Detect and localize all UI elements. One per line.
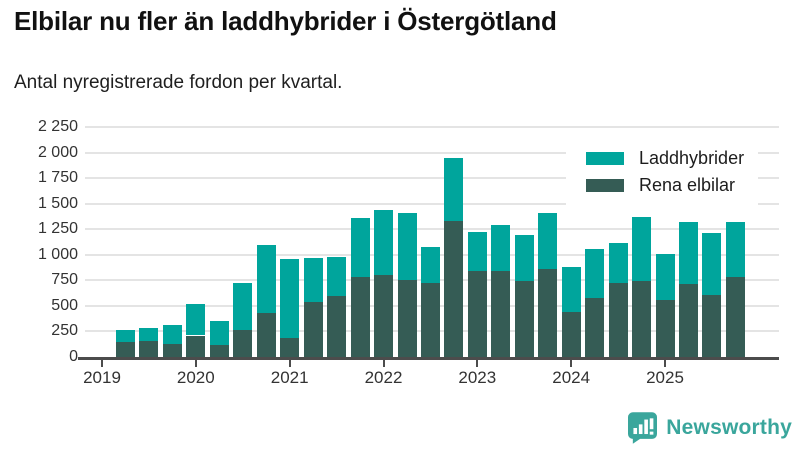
y-axis-tick-label: 1 000	[37, 245, 78, 263]
bar-segment-rena-elbilar	[280, 337, 300, 357]
bar-segment-rena-elbilar	[397, 279, 417, 357]
legend-item-rena-elbilar: Rena elbilar	[586, 172, 744, 199]
x-axis-tick-label: 2020	[176, 368, 215, 387]
bar-segment-rena-elbilar	[139, 340, 159, 357]
bar-segment-laddhybrider	[585, 249, 605, 298]
y-axis-tick-label: 1 250	[37, 220, 78, 238]
bar-segment-laddhybrider	[209, 320, 229, 345]
bar-segment-rena-elbilar	[491, 270, 511, 357]
x-axis-tick	[288, 359, 291, 367]
bar-segment-laddhybrider	[186, 303, 206, 336]
y-axis-tick-label: 500	[51, 296, 78, 314]
bar-segment-laddhybrider	[233, 283, 253, 330]
bar-segment-laddhybrider	[725, 222, 745, 278]
x-axis-tick-label: 2025	[646, 368, 684, 387]
x-axis-tick-label: 2019	[83, 368, 121, 387]
gridline	[85, 177, 779, 180]
y-axis-tick-label: 0	[69, 348, 78, 365]
bar-segment-laddhybrider	[280, 259, 300, 338]
bar-segment-rena-elbilar	[585, 297, 605, 357]
bar-segment-laddhybrider	[444, 157, 464, 222]
bar-segment-laddhybrider	[116, 329, 135, 342]
bar-segment-laddhybrider	[561, 266, 581, 312]
bar-segment-laddhybrider	[655, 253, 675, 301]
legend-label-rena-elbilar: Rena elbilar	[639, 175, 736, 195]
bar-segment-laddhybrider	[420, 246, 440, 283]
y-axis-tick-label: 2 000	[37, 143, 78, 161]
x-axis-line	[78, 356, 779, 360]
bar-segment-laddhybrider	[162, 325, 182, 344]
bar-segment-laddhybrider	[514, 235, 534, 282]
x-axis-tick-label: 2021	[270, 368, 309, 387]
bar-segment-rena-elbilar	[350, 276, 370, 357]
x-axis-tick-label: 2022	[364, 368, 403, 387]
y-axis-tick-label: 750	[51, 271, 78, 289]
bar-segment-rena-elbilar	[374, 274, 393, 357]
legend-swatch-laddhybrider	[586, 152, 624, 165]
bar-segment-laddhybrider	[491, 224, 511, 271]
newsworthy-logo-icon	[628, 412, 658, 444]
bar-segment-laddhybrider	[374, 210, 393, 275]
bar-segment-rena-elbilar	[444, 221, 464, 357]
page-title: Elbilar nu fler än laddhybrider i Österg…	[14, 6, 557, 36]
gridline	[85, 228, 779, 231]
x-axis-tick	[570, 359, 573, 367]
bar-segment-rena-elbilar	[725, 277, 745, 357]
x-axis-tick	[664, 359, 666, 367]
gridline	[85, 151, 779, 154]
bar-segment-rena-elbilar	[514, 281, 534, 357]
bar-segment-rena-elbilar	[655, 300, 675, 357]
legend-item-laddhybrider: Laddhybrider	[586, 145, 744, 172]
bar-segment-rena-elbilar	[632, 280, 651, 357]
bar-segment-rena-elbilar	[256, 312, 276, 357]
bar-segment-laddhybrider	[467, 232, 487, 271]
bar-segment-rena-elbilar	[116, 341, 135, 357]
bar-segment-rena-elbilar	[608, 283, 628, 357]
bar-segment-laddhybrider	[702, 232, 722, 295]
x-axis-tick	[101, 359, 103, 367]
bar-segment-rena-elbilar	[678, 283, 698, 357]
y-axis-tick-label: 250	[51, 322, 78, 340]
bar-segment-rena-elbilar	[561, 312, 581, 357]
bar-segment-laddhybrider	[350, 218, 370, 277]
bar-segment-rena-elbilar	[233, 329, 253, 357]
x-axis-tick-label: 2023	[458, 368, 497, 387]
y-axis-tick-label: 1 750	[37, 169, 78, 187]
bar-segment-laddhybrider	[632, 217, 651, 281]
gridline	[85, 202, 779, 205]
legend-swatch-rena-elbilar	[586, 179, 624, 192]
bar-segment-rena-elbilar	[209, 344, 229, 357]
bar-segment-laddhybrider	[303, 258, 323, 303]
y-axis-tick-label: 1 500	[37, 194, 78, 212]
bar-segment-laddhybrider	[139, 328, 159, 341]
bar-segment-rena-elbilar	[162, 343, 182, 357]
gridline	[85, 126, 779, 128]
bar-segment-rena-elbilar	[538, 268, 558, 357]
bar-segment-laddhybrider	[256, 245, 276, 313]
x-axis-tick	[382, 359, 385, 367]
bar-segment-laddhybrider	[397, 212, 417, 280]
x-axis-tick	[194, 359, 197, 367]
y-axis-tick-label: 2 250	[37, 118, 78, 135]
bar-segment-rena-elbilar	[702, 294, 722, 357]
legend: Laddhybrider Rena elbilar	[566, 137, 759, 207]
x-axis-tick-label: 2024	[552, 368, 591, 387]
bar-segment-laddhybrider	[608, 242, 628, 284]
bar-segment-rena-elbilar	[303, 302, 323, 357]
newsworthy-logo-text: Newsworthy	[666, 416, 792, 439]
bar-segment-laddhybrider	[327, 257, 347, 296]
legend-label-laddhybrider: Laddhybrider	[639, 148, 745, 168]
x-axis-tick	[476, 359, 479, 367]
page-subtitle: Antal nyregistrerade fordon per kvartal.	[14, 72, 343, 93]
bar-segment-laddhybrider	[538, 212, 558, 269]
bar-segment-rena-elbilar	[186, 335, 206, 357]
bar-segment-rena-elbilar	[327, 295, 347, 357]
newsworthy-logo: Newsworthy	[628, 412, 792, 444]
bar-segment-rena-elbilar	[467, 270, 487, 357]
bar-segment-laddhybrider	[678, 222, 698, 284]
bar-segment-rena-elbilar	[420, 282, 440, 357]
